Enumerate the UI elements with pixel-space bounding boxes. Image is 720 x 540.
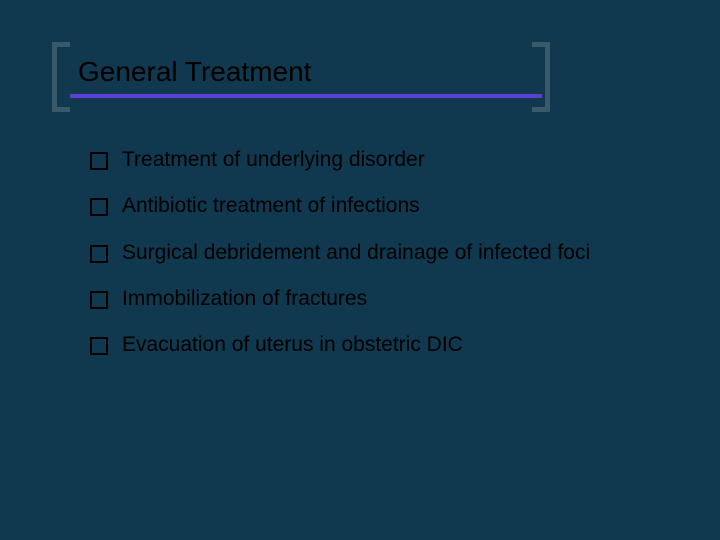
list-item: Surgical debridement and drainage of inf… xyxy=(90,239,650,267)
list-item: Evacuation of uterus in obstetric DIC xyxy=(90,331,650,359)
slide-title: General Treatment xyxy=(60,50,660,96)
bracket-right-decoration xyxy=(532,42,550,112)
title-underline xyxy=(70,94,542,98)
bracket-left-decoration xyxy=(52,42,70,112)
list-item: Antibiotic treatment of infections xyxy=(90,192,650,220)
title-section: General Treatment xyxy=(60,50,660,98)
slide-container: General Treatment Treatment of underlyin… xyxy=(0,0,720,540)
list-item: Immobilization of fractures xyxy=(90,285,650,313)
bullet-list: Treatment of underlying disorder Antibio… xyxy=(60,146,660,360)
list-item: Treatment of underlying disorder xyxy=(90,146,650,174)
